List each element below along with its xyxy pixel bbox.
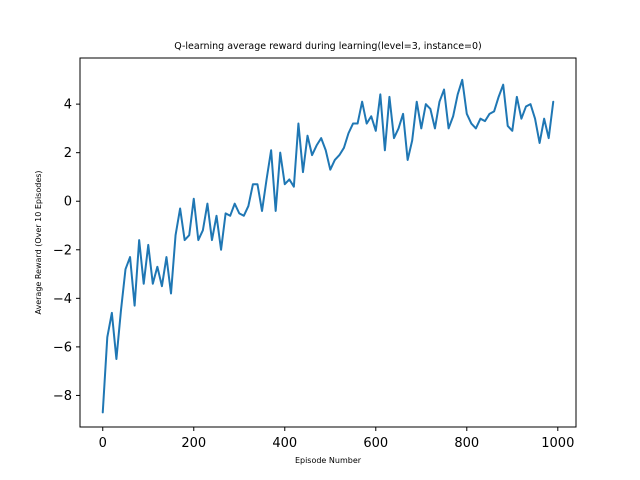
- chart-title: Q-learning average reward during learnin…: [174, 41, 482, 52]
- y-tick-label: −2: [53, 243, 72, 258]
- x-axis-label: Episode Number: [295, 456, 362, 465]
- y-tick-label: −4: [53, 292, 72, 307]
- y-axis-label: Average Reward (Over 10 Episodes): [34, 170, 43, 314]
- x-tick-label: 1000: [541, 436, 574, 451]
- x-tick-label: 400: [272, 436, 297, 451]
- y-tick-label: −6: [53, 340, 72, 355]
- y-axis-ticks: −8 −6 −4 −2 0 2 4: [53, 98, 80, 404]
- x-tick-label: 200: [181, 436, 206, 451]
- x-axis-ticks: 0 200 400 600 800 1000: [99, 427, 574, 451]
- y-tick-label: 2: [64, 146, 72, 161]
- axes-frame: [79, 57, 577, 428]
- y-tick-label: 0: [64, 195, 72, 210]
- series-line: [101, 78, 555, 414]
- y-tick-label: 4: [64, 98, 72, 113]
- plot-area: 0 200 400 600 800 1000 −8 −6 −4 −2 0 2 4: [53, 57, 577, 451]
- x-tick-label: 800: [454, 436, 479, 451]
- x-tick-label: 600: [363, 436, 388, 451]
- y-tick-label: −8: [53, 389, 72, 404]
- x-tick-label: 0: [99, 436, 107, 451]
